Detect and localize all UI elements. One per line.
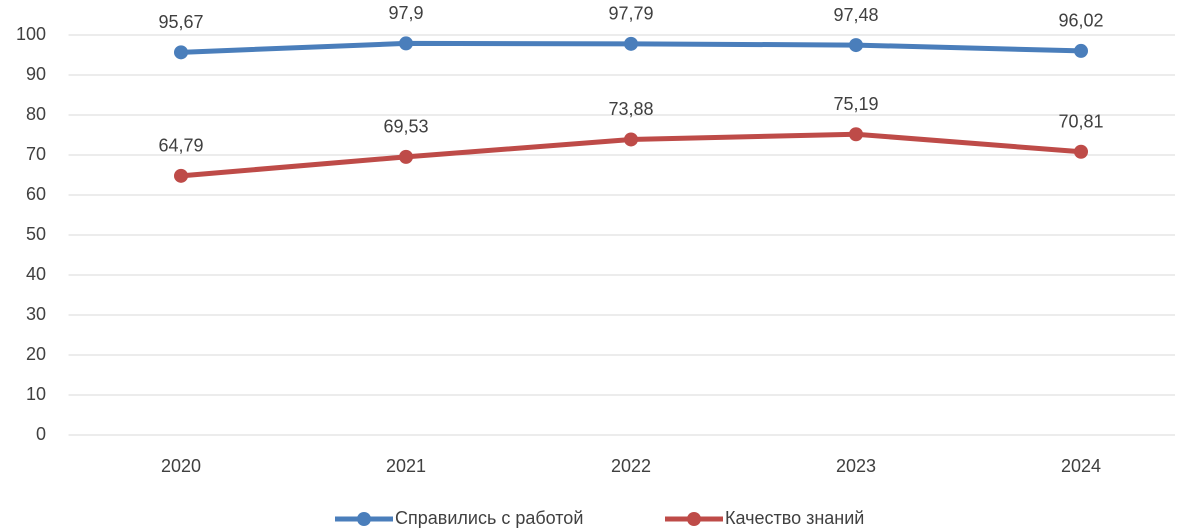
data-label: 97,9 <box>388 3 423 23</box>
x-tick-label: 2024 <box>1061 456 1101 476</box>
point <box>174 45 188 60</box>
data-label: 64,79 <box>158 136 203 156</box>
point <box>624 132 638 147</box>
y-tick-label: 10 <box>26 384 46 404</box>
point <box>1074 43 1088 58</box>
data-label: 95,67 <box>158 12 203 32</box>
data-label: 97,79 <box>608 4 653 24</box>
point <box>399 36 413 51</box>
legend-label: Справились с работой <box>395 508 583 528</box>
point <box>624 36 638 51</box>
legend-marker <box>687 512 701 526</box>
y-tick-label: 100 <box>16 24 46 44</box>
data-label: 70,81 <box>1058 112 1103 132</box>
y-tick-label: 70 <box>26 144 46 164</box>
y-tick-label: 20 <box>26 344 46 364</box>
data-label: 69,53 <box>383 117 428 137</box>
y-tick-label: 90 <box>26 64 46 84</box>
point <box>1074 144 1088 159</box>
y-tick-label: 80 <box>26 104 46 124</box>
y-tick-label: 50 <box>26 224 46 244</box>
point <box>849 127 863 142</box>
data-label: 75,19 <box>833 94 878 114</box>
point <box>174 168 188 183</box>
y-tick-label: 40 <box>26 264 46 284</box>
x-tick-label: 2021 <box>386 456 426 476</box>
x-tick-label: 2022 <box>611 456 651 476</box>
point <box>399 149 413 164</box>
data-label: 97,48 <box>833 5 878 25</box>
data-label: 96,02 <box>1058 11 1103 31</box>
legend-label: Качество знаний <box>725 508 864 528</box>
x-tick-label: 2020 <box>161 456 201 476</box>
data-label: 73,88 <box>608 99 653 119</box>
x-tick-label: 2023 <box>836 456 876 476</box>
point <box>849 38 863 53</box>
y-tick-label: 30 <box>26 304 46 324</box>
y-tick-label: 0 <box>36 424 46 444</box>
legend-marker <box>357 512 371 526</box>
y-tick-label: 60 <box>26 184 46 204</box>
